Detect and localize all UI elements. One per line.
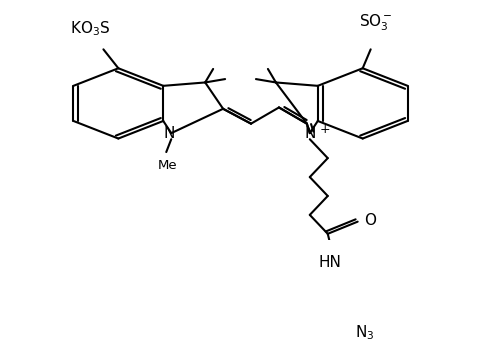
Text: Me: Me <box>158 159 177 172</box>
Text: N$_3$: N$_3$ <box>354 323 374 342</box>
Text: +: + <box>320 122 330 136</box>
Text: KO$_3$S: KO$_3$S <box>70 19 111 38</box>
Text: HN: HN <box>319 256 342 270</box>
Text: SO$_3^-$: SO$_3^-$ <box>358 13 392 33</box>
Text: N: N <box>164 126 175 141</box>
Text: N: N <box>304 126 316 141</box>
Text: O: O <box>364 213 376 228</box>
